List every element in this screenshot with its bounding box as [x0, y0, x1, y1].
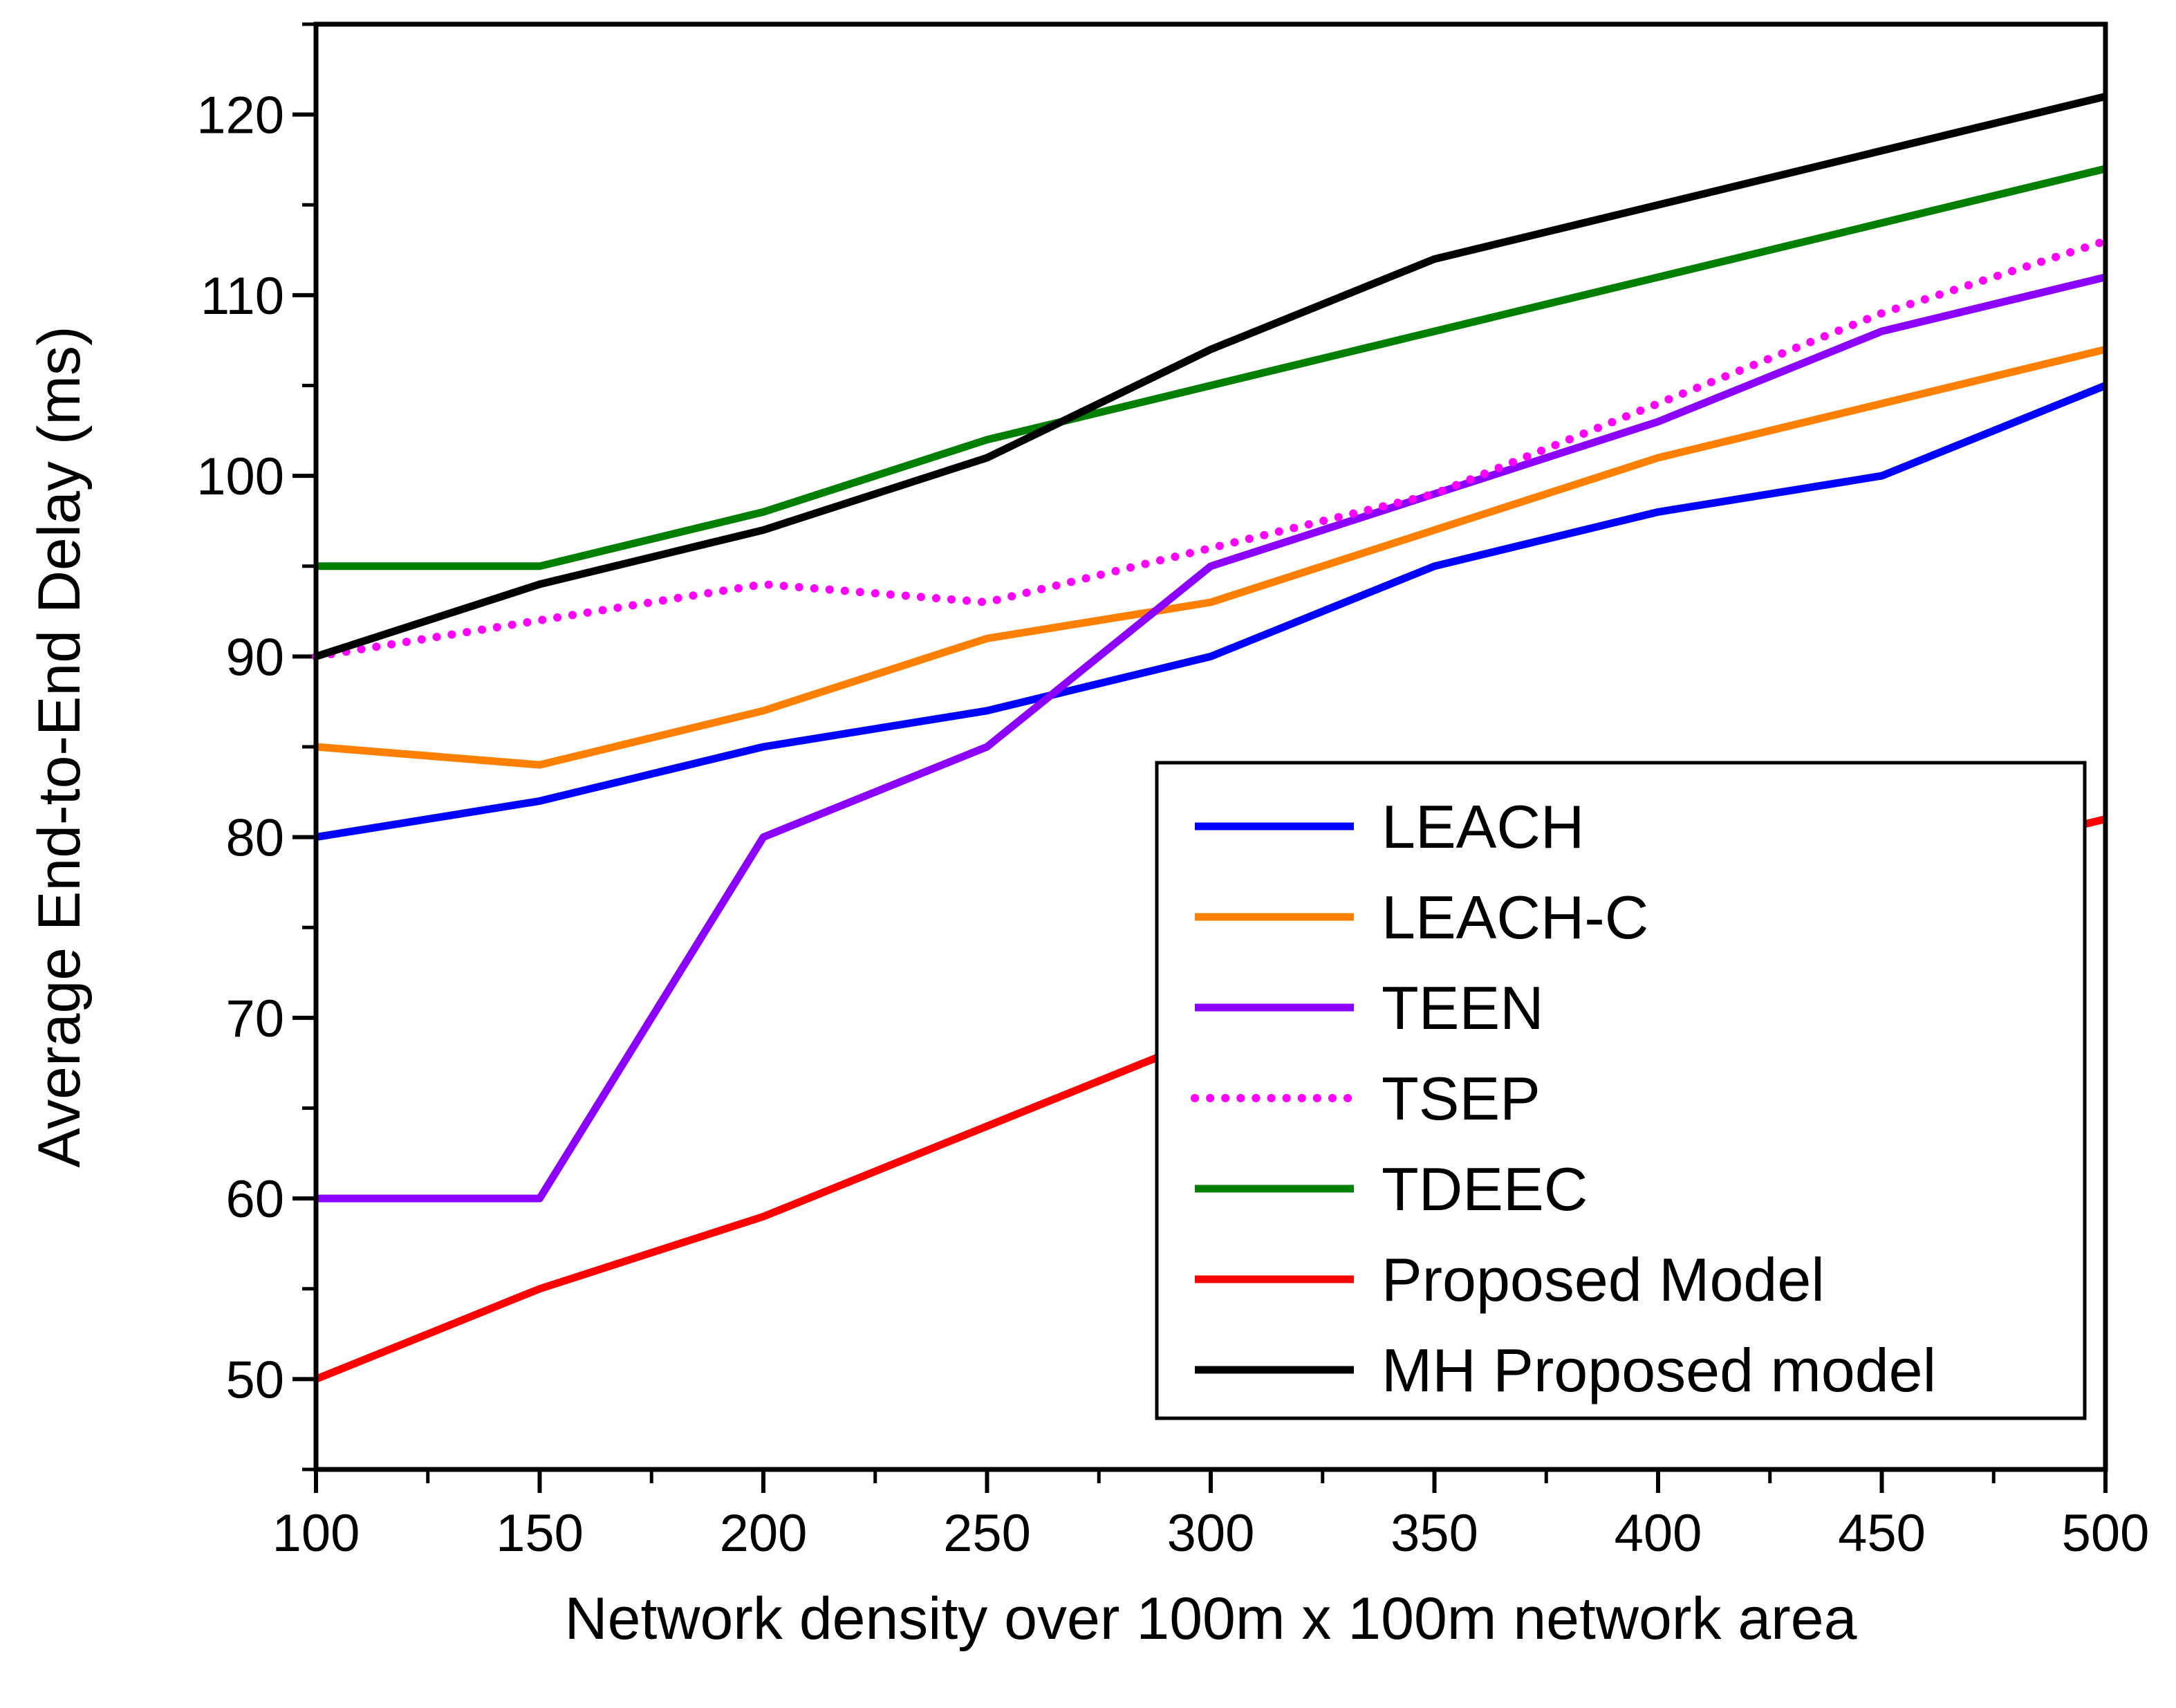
x-tick-label: 250	[943, 1504, 1031, 1563]
legend-label: Proposed Model	[1382, 1245, 1825, 1314]
y-tick-label: 120	[196, 86, 284, 145]
legend: LEACH LEACH-C TEEN TSEP TDEEC Proposed Model M…	[1155, 761, 2087, 1420]
series-line-leach	[315, 382, 2108, 842]
legend-label: MH Proposed model	[1382, 1336, 1936, 1404]
tick-labels: 100 150 200 250 300 350 400 450 500 50 60 70 80 90 100…	[196, 86, 2149, 1563]
legend-box	[1155, 761, 2087, 1420]
axis-ticks	[292, 22, 2108, 1493]
series-line-tdeec	[316, 165, 2107, 570]
series-lines	[312, 93, 2110, 1383]
y-tick-label: 90	[225, 628, 284, 687]
legend-label: TEEN	[1382, 974, 1544, 1042]
y-axis-label: Average End-to-End Delay (ms)	[26, 326, 93, 1167]
y-tick-label: 110	[201, 267, 284, 326]
x-tick-label: 500	[2062, 1504, 2150, 1563]
y-tick-label: 100	[196, 447, 284, 506]
x-tick-label: 450	[1838, 1504, 1926, 1563]
x-tick-label: 400	[1615, 1504, 1702, 1563]
legend-label: LEACH	[1382, 792, 1584, 861]
series-line-tsep	[312, 236, 2110, 661]
series-line-teen	[316, 273, 2107, 1203]
legend-label: TSEP	[1382, 1064, 1541, 1133]
y-tick-label: 70	[225, 990, 284, 1048]
legend-label: TDEEC	[1382, 1155, 1588, 1223]
series-line-mh-proposed-model	[315, 93, 2107, 660]
plot-frame	[313, 21, 2108, 1472]
x-axis-label: Network density over 100m x 100m network…	[565, 1586, 1857, 1652]
x-tick-label: 150	[496, 1504, 584, 1563]
x-tick-label: 300	[1167, 1504, 1255, 1563]
x-tick-label: 100	[272, 1504, 360, 1563]
legend-label: LEACH-C	[1382, 883, 1648, 952]
x-tick-label: 200	[720, 1504, 808, 1563]
x-tick-label: 350	[1391, 1504, 1478, 1563]
y-tick-label: 80	[225, 809, 284, 868]
series-line-leach-c	[315, 345, 2107, 769]
y-tick-label: 50	[225, 1350, 284, 1409]
y-tick-label: 60	[225, 1170, 284, 1229]
